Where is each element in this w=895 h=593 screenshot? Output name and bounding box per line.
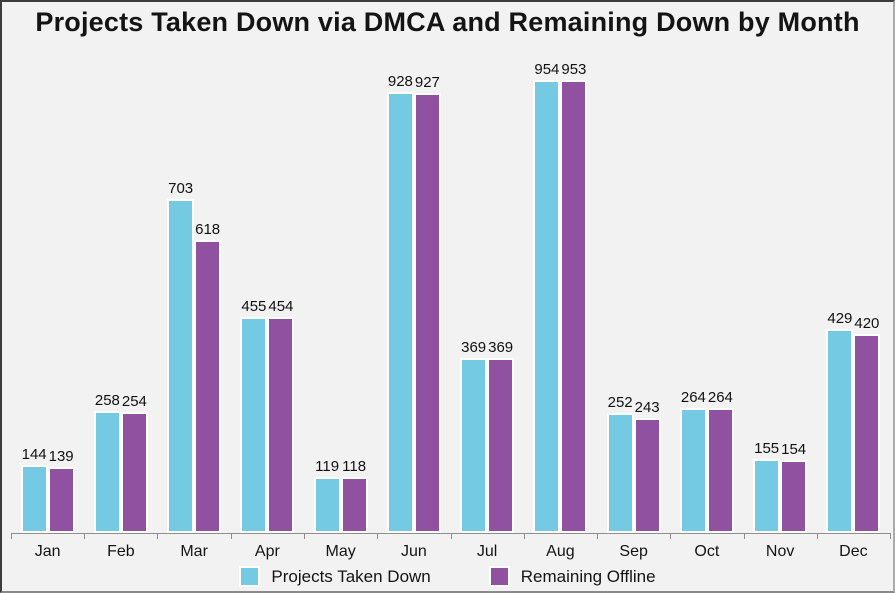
- x-axis-label-oct: Oct: [694, 543, 720, 560]
- bar-group-aug: 954 953: [524, 61, 597, 533]
- bar-value-label: 454: [268, 298, 294, 316]
- x-axis-label-mar: Mar: [180, 543, 208, 560]
- bar-taken-down-may: 119: [313, 458, 341, 533]
- bar-value-label: 154: [781, 440, 807, 458]
- bar-group-nov: 155 154: [744, 440, 817, 533]
- bar-value-label: 254: [121, 393, 147, 411]
- bar-taken-down-jan: 144: [20, 446, 48, 533]
- bar-value-label: 144: [21, 445, 47, 463]
- bar-value-label: 703: [168, 180, 194, 198]
- bar-value-label: 119: [315, 457, 340, 475]
- x-axis-tick: [450, 533, 452, 539]
- x-axis-label-nov: Nov: [765, 543, 795, 560]
- legend-item-remaining-offline: Remaining Offline: [488, 566, 656, 587]
- bar-remaining-offline-sep: 243: [633, 399, 661, 533]
- x-axis-label-feb: Feb: [107, 543, 135, 560]
- legend-swatch-remaining-offline: [488, 566, 510, 587]
- bar-group-jul: 369 369: [451, 339, 524, 533]
- x-axis-labels: Jan Feb Mar Apr May Jun Jul Aug Sep Oct Nov Dec: [11, 543, 890, 561]
- bar-taken-down-mar: 703: [167, 180, 195, 533]
- bar-taken-down-nov: 155: [753, 440, 781, 533]
- x-axis-tick: [157, 533, 159, 539]
- x-axis-tick: [377, 533, 379, 539]
- chart-title: Projects Taken Down via DMCA and Remaini…: [35, 7, 860, 37]
- bar-remaining-offline-may: 118: [340, 458, 368, 533]
- bar-remaining-offline-nov: 154: [780, 441, 808, 533]
- bar-taken-down-dec: 429: [826, 310, 854, 533]
- bar-group-may: 119 118: [304, 458, 377, 533]
- x-axis-label-jul: Jul: [476, 543, 498, 560]
- x-axis-tick: [84, 533, 86, 539]
- bar-remaining-offline-oct: 264: [706, 389, 734, 533]
- x-axis-tick: [743, 533, 745, 539]
- bar-value-label: 264: [707, 388, 733, 406]
- bar-group-jan: 144 139: [11, 446, 84, 533]
- x-axis-tick: [670, 533, 672, 539]
- x-axis-tick: [523, 533, 525, 539]
- bar-value-label: 455: [241, 297, 267, 315]
- x-axis-tick: [816, 533, 818, 539]
- x-axis-label-jan: Jan: [34, 543, 61, 560]
- bar-taken-down-jun: 928: [386, 73, 414, 533]
- bar-remaining-offline-jan: 139: [47, 448, 75, 533]
- bar-value-label: 618: [195, 220, 221, 238]
- bar-value-label: 954: [534, 60, 560, 78]
- bar-group-apr: 455 454: [231, 298, 304, 533]
- x-axis-label-jun: Jun: [400, 543, 427, 560]
- bar-taken-down-feb: 258: [93, 392, 121, 533]
- legend-label-remaining-offline: Remaining Offline: [520, 566, 656, 586]
- x-axis-tick: [890, 533, 891, 539]
- bar-value-label: 243: [634, 398, 660, 416]
- bar-remaining-offline-feb: 254: [120, 393, 148, 533]
- bar-taken-down-aug: 954: [533, 61, 561, 533]
- bar-value-label: 927: [414, 73, 440, 91]
- legend-label-projects-taken-down: Projects Taken Down: [271, 566, 431, 586]
- bar-value-label: 369: [461, 338, 487, 356]
- x-axis-tick: [230, 533, 232, 539]
- bar-group-feb: 258 254: [84, 392, 157, 533]
- bar-remaining-offline-jul: 369: [487, 339, 515, 533]
- bar-value-label: 139: [48, 448, 74, 465]
- plot-area: 144 139 258 254 703 618 455 454 119 118 928 927 369 3…: [11, 61, 891, 539]
- bar-group-sep: 252 243: [597, 394, 670, 533]
- x-axis-tick: [303, 533, 305, 539]
- bar-remaining-offline-jun: 927: [413, 74, 441, 533]
- bar-value-label: 252: [607, 394, 633, 412]
- bar-group-oct: 264 264: [670, 389, 743, 533]
- bar-taken-down-apr: 455: [240, 298, 268, 533]
- bar-taken-down-oct: 264: [679, 389, 707, 533]
- x-axis-label-sep: Sep: [619, 543, 648, 560]
- bar-value-label: 429: [827, 310, 853, 328]
- bar-group-mar: 703 618: [158, 180, 231, 533]
- x-axis-label-aug: Aug: [546, 543, 575, 560]
- bar-value-label: 155: [754, 440, 780, 458]
- bar-value-label: 953: [561, 61, 587, 79]
- bar-value-label: 258: [94, 391, 120, 409]
- bar-taken-down-jul: 369: [460, 339, 488, 533]
- bar-value-label: 118: [342, 458, 367, 475]
- bar-group-jun: 928 927: [377, 73, 450, 533]
- legend-swatch-projects-taken-down: [239, 566, 261, 587]
- bar-value-label: 369: [488, 338, 514, 356]
- bar-remaining-offline-dec: 420: [853, 315, 881, 533]
- legend: Projects Taken Down Remaining Offline: [2, 566, 893, 587]
- legend-item-projects-taken-down: Projects Taken Down: [239, 566, 431, 587]
- x-axis-label-apr: Apr: [254, 543, 280, 560]
- x-axis-label-dec: Dec: [839, 543, 868, 560]
- bar-taken-down-sep: 252: [606, 394, 634, 533]
- x-axis-tick: [596, 533, 598, 539]
- bar-remaining-offline-aug: 953: [560, 61, 588, 533]
- bar-group-dec: 429 420: [817, 310, 890, 533]
- bar-remaining-offline-mar: 618: [194, 221, 222, 533]
- bar-value-label: 264: [680, 388, 706, 406]
- bar-value-label: 420: [854, 314, 880, 332]
- bar-value-label: 928: [387, 73, 413, 91]
- x-axis-label-may: May: [325, 543, 356, 560]
- x-axis-tick: [11, 533, 12, 539]
- bar-remaining-offline-apr: 454: [267, 298, 295, 533]
